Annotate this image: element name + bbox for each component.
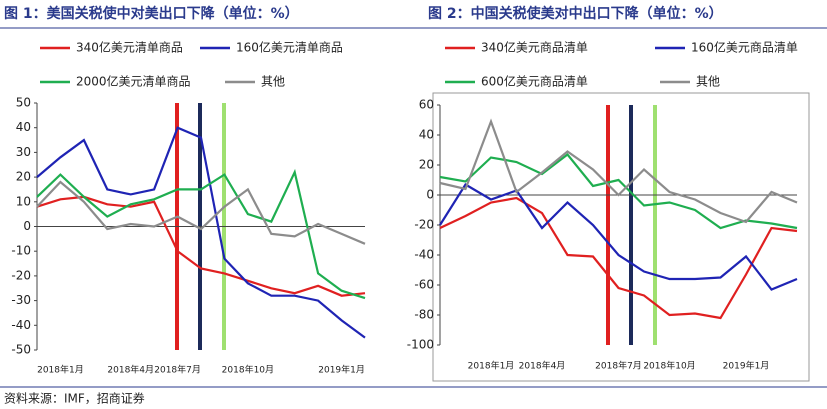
- legend-label: 600亿美元商品清单: [481, 74, 588, 89]
- y-tick-label: -30: [11, 293, 31, 307]
- series-line: [439, 183, 798, 291]
- y-tick-label: -100: [407, 338, 434, 352]
- y-tick-label: -40: [414, 248, 434, 262]
- series-line: [439, 196, 798, 320]
- legend-label: 340亿美元清单商品: [76, 40, 183, 55]
- x-tick-label: 2019年1月: [723, 360, 770, 372]
- legend-label: 160亿美元清单商品: [236, 40, 343, 55]
- series-line: [36, 195, 366, 297]
- y-tick-label: -60: [414, 278, 434, 292]
- y-tick-label: 50: [16, 96, 31, 110]
- y-tick-label: 0: [426, 188, 434, 202]
- y-tick-label: -40: [11, 318, 31, 332]
- x-tick-label: 2018年1月: [468, 360, 515, 372]
- highlight-bar: [629, 105, 633, 345]
- y-tick-label: 40: [419, 128, 434, 142]
- y-tick-label: -80: [414, 308, 434, 322]
- y-tick-label: 30: [16, 145, 31, 159]
- y-tick-label: -10: [11, 244, 31, 258]
- x-tick-label: 2018年7月: [154, 364, 201, 376]
- y-tick-label: 0: [23, 219, 31, 233]
- x-tick-label: 2018年10月: [222, 364, 274, 376]
- x-tick-label: 2018年4月: [519, 360, 566, 372]
- series-line: [439, 118, 798, 224]
- legend-label: 160亿美元商品清单: [691, 40, 798, 55]
- y-tick-label: 60: [419, 98, 434, 112]
- x-tick-label: 2018年1月: [37, 364, 84, 376]
- highlight-bar: [653, 105, 657, 345]
- y-tick-label: 40: [16, 120, 31, 134]
- legend-label: 其他: [696, 75, 720, 89]
- plot-frame: [432, 92, 810, 382]
- y-tick-label: 20: [419, 158, 434, 172]
- x-tick-label: 2018年7月: [595, 360, 642, 372]
- series-line: [36, 180, 366, 245]
- source: 资料来源：IMF，招商证券: [4, 391, 145, 406]
- y-tick-label: -20: [11, 268, 31, 282]
- y-tick-label: -50: [11, 343, 31, 357]
- chart-title: 图 2：中国关税使美对中出口下降（单位：%）: [428, 5, 723, 22]
- legend-label: 其他: [261, 75, 285, 89]
- series-line: [36, 168, 366, 300]
- x-tick-label: 2018年10月: [643, 360, 695, 372]
- series-line: [439, 152, 798, 230]
- y-tick-label: 20: [16, 170, 31, 184]
- y-tick-label: 10: [16, 194, 31, 208]
- highlight-bar: [606, 105, 610, 345]
- legend-label: 340亿美元商品清单: [481, 40, 588, 55]
- x-tick-label: 2018年4月: [107, 364, 154, 376]
- chart-title: 图 1：美国关税使中对美出口下降（单位：%）: [4, 5, 299, 22]
- x-tick-label: 2019年1月: [318, 364, 365, 376]
- y-tick-label: -20: [414, 218, 434, 232]
- series-line: [36, 126, 366, 339]
- legend-label: 2000亿美元清单商品: [76, 74, 191, 89]
